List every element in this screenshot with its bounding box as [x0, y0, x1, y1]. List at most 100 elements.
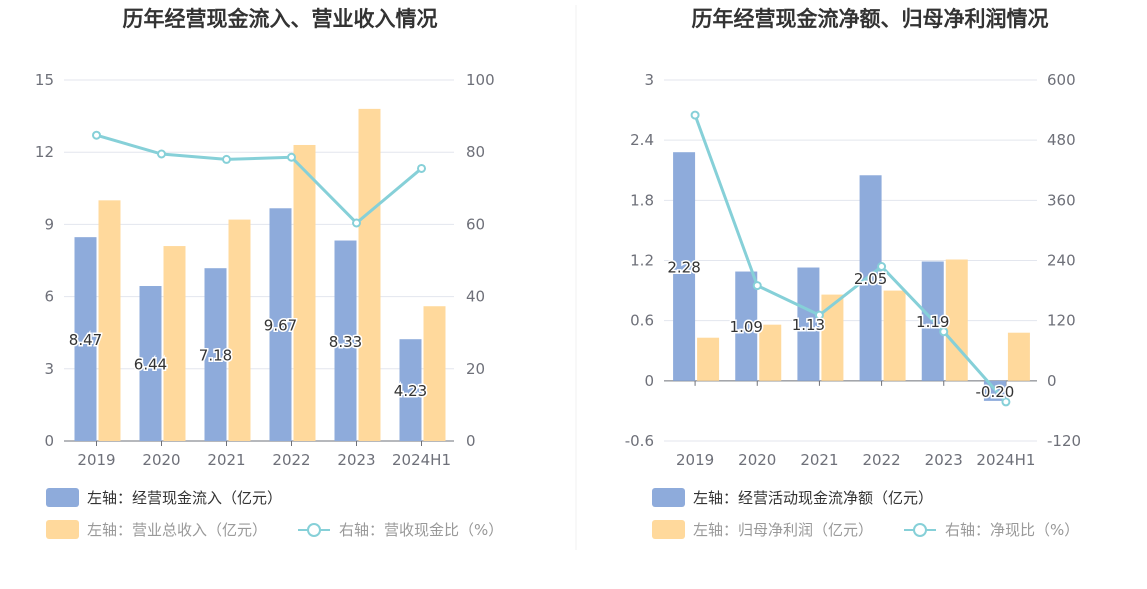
line-point [752, 281, 762, 291]
y-right-tick-label: 60 [466, 215, 485, 233]
y-right-tick-label: 480 [1047, 131, 1076, 149]
x-tick-label: 2021 [800, 451, 838, 469]
legend-label: 右轴：净现比（%） [945, 521, 1079, 539]
x-tick-label: 2020 [142, 451, 180, 469]
bar-series-2 [293, 144, 316, 442]
bar-data-label: 1.19 [916, 313, 949, 331]
x-tick-label: 2022 [862, 451, 900, 469]
line-point [287, 152, 296, 162]
x-tick-label: 2024H1 [392, 451, 451, 469]
bar-series-2 [759, 324, 782, 381]
line-series [96, 133, 423, 225]
y-right-tick-label: 20 [466, 360, 485, 378]
legend-item: 右轴：营收现金比（%） [298, 521, 503, 539]
y-right-tick-label: 360 [1047, 191, 1076, 209]
bar-series-1 [269, 208, 292, 441]
legend-label: 左轴：归母净利润（亿元） [693, 521, 873, 539]
bar-series-1 [797, 267, 820, 381]
line-point [690, 110, 700, 120]
y-left-tick-label: 3 [644, 71, 654, 89]
bar-data-label: 6.44 [134, 356, 167, 374]
bar-data-label: 1.13 [792, 316, 825, 334]
legend-marker [307, 523, 321, 537]
y-left-tick-label: 6 [44, 288, 54, 306]
bar-series-2 [883, 290, 906, 381]
x-tick-label: 2021 [207, 451, 245, 469]
line-point [222, 154, 231, 164]
y-left-tick-label: 1.2 [630, 252, 654, 270]
chart-title: 历年经营现金流净额、归母净利润情况 [692, 7, 1049, 31]
bar-series-1 [735, 271, 758, 381]
y-right-tick-label: 120 [1047, 312, 1076, 330]
bar-series-2 [228, 219, 251, 441]
y-left-tick-label: 12 [35, 143, 54, 161]
y-left-tick-label: 0 [44, 432, 54, 450]
bar-data-label: 7.18 [199, 347, 232, 365]
x-tick-label: 2019 [77, 451, 115, 469]
line-point [1001, 397, 1011, 407]
y-left-tick-label: -0.6 [625, 432, 654, 450]
y-right-tick-label: 600 [1047, 71, 1076, 89]
legend-swatch [652, 520, 685, 539]
legend-marker [913, 523, 927, 537]
y-right-tick-label: 240 [1047, 252, 1076, 270]
chart-panel-1: 历年经营现金流入、营业收入情况 15 100 12 80 9 60 6 40 3 20 0 0 2019 2… [35, 7, 503, 539]
legend-label: 左轴：经营活动现金流净额（亿元） [693, 489, 933, 507]
bar-series-2 [98, 200, 121, 441]
chart-title: 历年经营现金流入、营业收入情况 [123, 7, 438, 31]
x-tick-label: 2019 [676, 451, 714, 469]
line-point [814, 310, 824, 320]
bar-data-label: 2.05 [854, 270, 887, 288]
bar-series-2 [163, 246, 186, 441]
bar-series-1 [74, 237, 97, 441]
line-point [877, 262, 887, 272]
legend-item: 左轴：经营现金流入（亿元） [46, 488, 282, 507]
legend-item: 左轴：归母净利润（亿元） [652, 520, 873, 539]
line-point [92, 130, 101, 140]
line-point [352, 218, 361, 228]
bar-series-1 [859, 175, 882, 381]
line-series [693, 114, 1008, 403]
y-right-tick-label: 40 [466, 288, 485, 306]
bar-series-1 [139, 286, 162, 441]
bar-series-1 [399, 339, 422, 441]
legend-swatch [46, 520, 79, 539]
bar-series-2 [1007, 332, 1030, 381]
y-left-tick-label: 15 [35, 71, 54, 89]
line-point [417, 163, 426, 173]
y-right-tick-label: 0 [466, 432, 476, 450]
x-tick-label: 2020 [738, 451, 776, 469]
bar-series-2 [358, 108, 381, 441]
legend-label: 左轴：经营现金流入（亿元） [87, 489, 282, 507]
bar-data-label: 2.28 [667, 259, 700, 277]
bar-series-1 [673, 152, 696, 381]
y-left-tick-label: 3 [44, 360, 54, 378]
bar-series-2 [821, 294, 844, 381]
bar-data-label: 9.67 [264, 317, 297, 335]
line-point [939, 327, 949, 337]
bar-series-2 [697, 337, 720, 381]
y-left-tick-label: 0.6 [630, 312, 654, 330]
bar-data-label: 1.09 [730, 318, 763, 336]
y-right-tick-label: -120 [1047, 432, 1081, 450]
legend-swatch [652, 488, 685, 507]
x-tick-label: 2022 [272, 451, 310, 469]
line-point [157, 149, 166, 159]
y-left-tick-label: 1.8 [630, 191, 654, 209]
y-right-tick-label: 80 [466, 143, 485, 161]
bar-data-label: 8.47 [69, 331, 102, 349]
y-right-tick-label: 100 [466, 71, 495, 89]
bar-series-1 [204, 268, 227, 441]
bar-series-1 [334, 240, 357, 441]
legend-swatch [46, 488, 79, 507]
y-left-tick-label: 0 [644, 372, 654, 390]
bar-data-label: -0.20 [976, 383, 1015, 401]
bar-series-2 [423, 306, 446, 441]
y-left-tick-label: 2.4 [630, 131, 654, 149]
legend-item: 左轴：营业总收入（亿元） [46, 520, 267, 539]
legend-label: 右轴：营收现金比（%） [339, 521, 503, 539]
x-tick-label: 2024H1 [976, 451, 1035, 469]
bar-data-label: 4.23 [394, 382, 427, 400]
bar-data-label: 8.33 [329, 333, 362, 351]
